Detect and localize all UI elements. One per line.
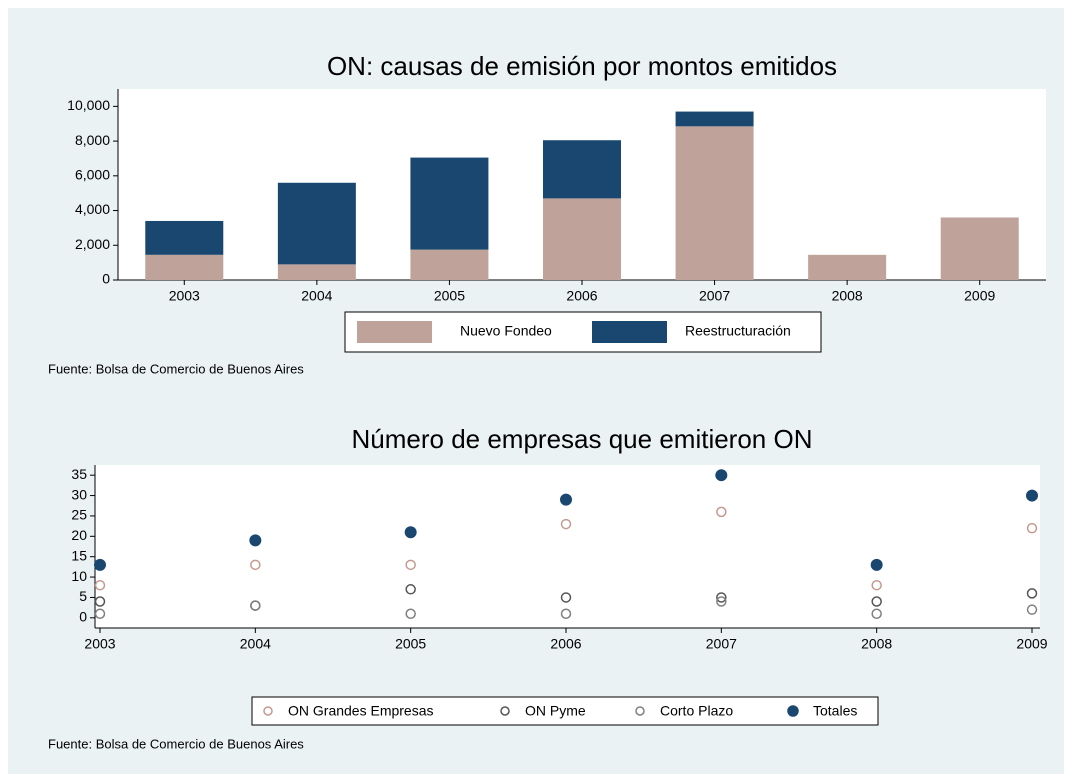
point	[871, 579, 882, 591]
legend-swatch	[357, 321, 432, 343]
bar-segment	[277, 264, 356, 280]
x-tick-label: 2006	[550, 636, 581, 652]
point	[560, 493, 572, 506]
x-tick-label: 2009	[964, 288, 995, 304]
point	[250, 559, 261, 571]
legend-marker	[635, 706, 645, 716]
point	[1026, 522, 1038, 534]
note: Fuente: Bolsa de Comercio de Buenos Aire…	[48, 736, 304, 751]
x-tick-label: 2004	[301, 288, 332, 304]
legend-label: Corto Plazo	[660, 703, 733, 719]
legend-label: Totales	[813, 703, 857, 719]
bar-segment	[410, 157, 489, 250]
point	[405, 608, 416, 619]
x-tick-label: 2007	[706, 636, 737, 652]
point	[716, 592, 727, 603]
y-tick-label: 30	[71, 486, 87, 502]
bar-segment	[543, 140, 621, 199]
chart-title: Número de empresas que emitieron ON	[352, 424, 813, 454]
x-tick-label: 2003	[169, 288, 200, 304]
y-tick-label: 2,000	[75, 236, 110, 252]
y-tick-label: 0	[102, 271, 110, 287]
legend-marker	[787, 705, 799, 717]
chart-title: ON: causas de emisión por montos emitido…	[327, 51, 837, 81]
legend-label: Reestructuración	[685, 323, 791, 339]
bar-segment	[543, 198, 621, 280]
bar-segment	[410, 249, 489, 280]
point	[1026, 489, 1038, 502]
bar-segment	[145, 254, 224, 280]
x-tick-label: 2008	[832, 288, 863, 304]
point	[871, 608, 882, 619]
point	[404, 526, 417, 539]
point	[560, 608, 572, 619]
point	[871, 596, 882, 607]
point	[94, 579, 106, 591]
point	[715, 469, 728, 482]
point	[94, 596, 106, 607]
legend-marker	[500, 706, 510, 716]
plot-area	[95, 465, 1040, 628]
x-tick-label: 2006	[566, 288, 597, 304]
x-tick-label: 2003	[84, 636, 115, 652]
y-tick-label: 0	[79, 609, 87, 625]
x-tick-label: 2008	[861, 636, 892, 652]
y-tick-label: 35	[71, 466, 87, 482]
point	[560, 518, 572, 530]
x-tick-label: 2004	[240, 636, 271, 652]
y-tick-label: 6,000	[75, 167, 110, 183]
point	[405, 559, 416, 571]
bar-segment	[145, 220, 224, 255]
y-tick-label: 4,000	[75, 201, 110, 217]
bar-segment	[940, 217, 1019, 280]
bar-segment	[808, 254, 887, 280]
point	[1026, 604, 1038, 615]
y-tick-label: 10,000	[67, 97, 110, 113]
legend-marker	[263, 706, 273, 716]
legend-label: ON Pyme	[525, 703, 586, 719]
x-tick-label: 2005	[434, 288, 465, 304]
bar-segment	[277, 182, 356, 265]
point	[249, 534, 262, 547]
legend-swatch	[592, 321, 667, 343]
legend-box	[251, 696, 879, 726]
point	[870, 558, 883, 571]
y-tick-label: 8,000	[75, 132, 110, 148]
note: Fuente: Bolsa de Comercio de Buenos Aire…	[48, 361, 304, 376]
x-tick-label: 2009	[1016, 636, 1047, 652]
point	[250, 600, 261, 611]
y-tick-label: 20	[71, 527, 87, 543]
point	[94, 558, 106, 571]
legend-label: ON Grandes Empresas	[288, 703, 434, 719]
x-tick-label: 2007	[699, 288, 730, 304]
x-tick-label: 2005	[395, 636, 426, 652]
point	[405, 584, 416, 595]
point	[1026, 588, 1038, 599]
bar-segment	[675, 126, 754, 280]
y-tick-label: 25	[71, 507, 87, 523]
point	[94, 608, 106, 619]
legend-label: Nuevo Fondeo	[460, 323, 552, 339]
y-tick-label: 5	[79, 588, 87, 604]
point	[716, 596, 727, 607]
bar-segment	[675, 111, 754, 127]
point	[560, 592, 572, 603]
y-tick-label: 15	[71, 547, 87, 563]
point	[716, 506, 727, 518]
y-tick-label: 10	[71, 568, 87, 584]
